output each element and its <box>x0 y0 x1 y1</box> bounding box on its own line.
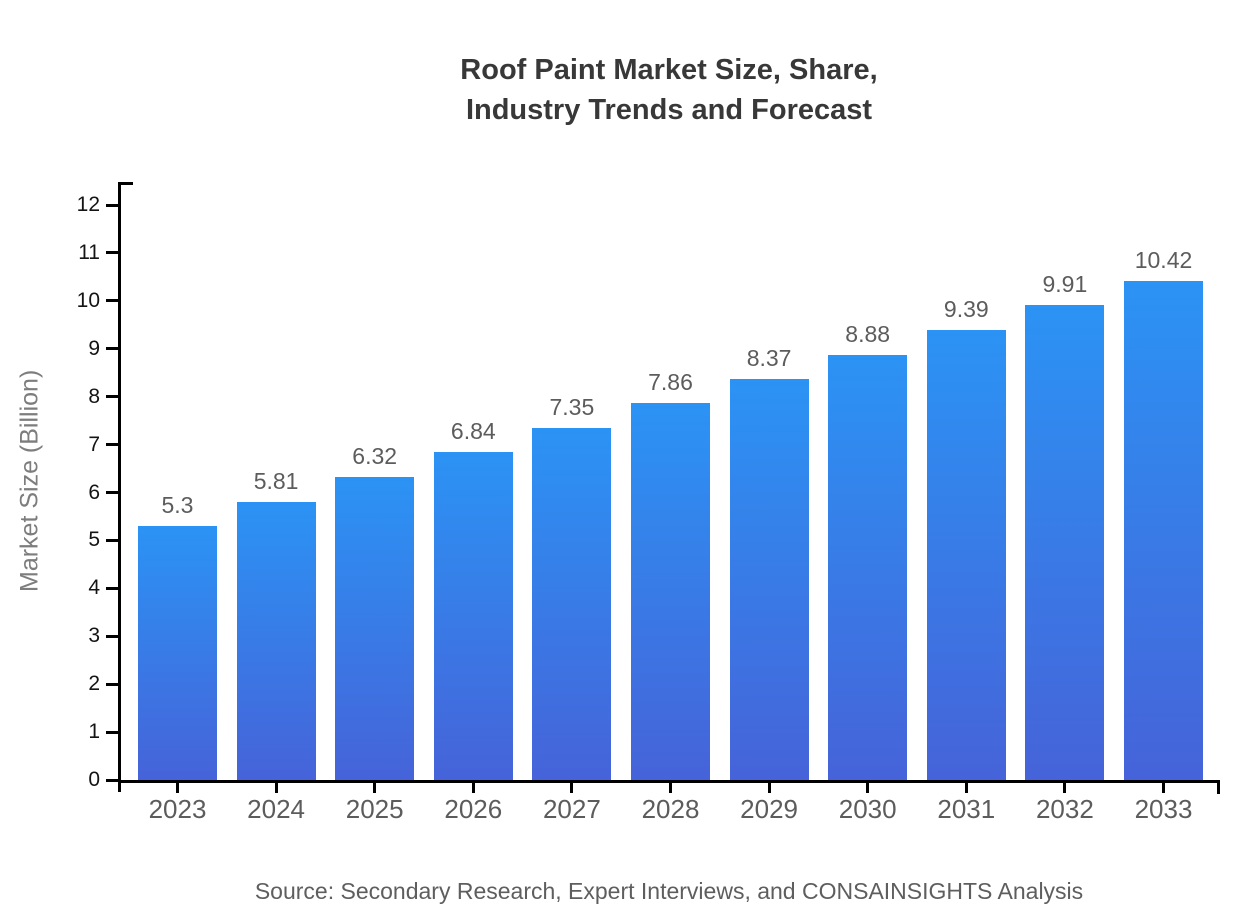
x-tick <box>866 780 870 793</box>
x-tick-label: 2026 <box>444 794 503 824</box>
x-axis-end-cap <box>1217 780 1220 794</box>
bar-value-label: 6.84 <box>450 418 496 445</box>
bar <box>532 427 612 780</box>
bar <box>1025 305 1105 780</box>
chart-title: Roof Paint Market Size, Share, Industry … <box>460 54 878 126</box>
y-tick-label: 7 <box>88 432 100 456</box>
y-axis-line <box>118 182 121 792</box>
y-tick <box>106 778 118 782</box>
x-tick <box>570 780 574 793</box>
y-axis-title: Market Size (Billion) <box>15 369 44 593</box>
y-tick-label: 1 <box>88 720 100 744</box>
bar <box>335 477 415 780</box>
bar <box>729 378 809 780</box>
y-tick <box>106 634 118 638</box>
bar-value-label: 7.35 <box>549 393 595 420</box>
bar-value-label: 9.91 <box>1042 271 1088 298</box>
x-tick-label: 2024 <box>247 794 306 824</box>
y-tick-label: 11 <box>78 240 100 264</box>
x-tick <box>964 780 968 793</box>
x-tick <box>1162 780 1165 793</box>
y-tick <box>106 538 118 542</box>
y-tick-label: 10 <box>76 288 100 312</box>
bar-value-label: 8.88 <box>845 320 891 347</box>
x-tick <box>373 780 377 793</box>
x-tick-label: 2033 <box>1134 794 1193 824</box>
x-tick <box>669 780 672 793</box>
x-tick-label: 2028 <box>641 794 700 824</box>
bar-value-label: 5.81 <box>253 467 299 494</box>
x-tick-label: 2025 <box>345 794 404 824</box>
y-tick <box>106 347 118 351</box>
bar <box>1124 280 1203 780</box>
x-tick-label: 2032 <box>1035 794 1094 824</box>
y-tick-label: 0 <box>88 768 100 791</box>
bar <box>631 403 710 780</box>
bar <box>138 526 217 780</box>
plot-area: 0 1 2 3 4 5 6 7 8 9 10 11 12 5.3 2023 5.81 2024 6.32 2025 6… <box>77 182 1220 824</box>
y-tick-label: 5 <box>88 528 100 552</box>
y-tick <box>106 586 118 590</box>
bar-value-label: 7.86 <box>648 369 693 396</box>
x-tick <box>176 780 179 793</box>
y-tick <box>106 395 118 399</box>
y-tick <box>106 730 118 734</box>
x-tick <box>274 780 278 793</box>
y-tick-label: 2 <box>88 672 100 696</box>
bar <box>236 501 316 780</box>
y-tick-label: 9 <box>88 336 100 360</box>
y-tick-label: 12 <box>76 193 100 216</box>
x-tick-label: 2027 <box>542 794 601 824</box>
source-attribution: Source: Secondary Research, Expert Inter… <box>254 878 1084 904</box>
bar-value-label: 10.42 <box>1134 246 1193 273</box>
x-tick-label: 2030 <box>838 794 897 824</box>
bar <box>828 354 908 780</box>
x-tick-label: 2029 <box>740 794 799 824</box>
x-tick-label: 2023 <box>148 794 207 824</box>
bar-value-label: 8.37 <box>746 344 792 371</box>
y-tick <box>106 299 118 303</box>
x-tick <box>767 780 771 793</box>
bar-value-label: 6.32 <box>352 443 398 470</box>
y-tick <box>106 443 118 447</box>
y-tick <box>106 682 118 686</box>
x-tick <box>471 780 475 793</box>
y-tick <box>106 251 118 255</box>
bar <box>433 452 513 780</box>
y-tick <box>106 491 118 494</box>
x-tick <box>1063 780 1067 793</box>
x-tick-label: 2031 <box>937 794 996 824</box>
bar-value-label: 5.3 <box>161 492 194 519</box>
y-tick-label: 3 <box>88 624 100 648</box>
bar-value-label: 9.39 <box>943 296 989 323</box>
y-tick-label: 8 <box>88 384 100 408</box>
y-axis-end-cap <box>118 182 133 185</box>
y-tick-label: 6 <box>88 480 100 504</box>
y-tick <box>106 203 118 207</box>
y-tick-label: 4 <box>88 576 100 600</box>
bar <box>926 330 1006 780</box>
